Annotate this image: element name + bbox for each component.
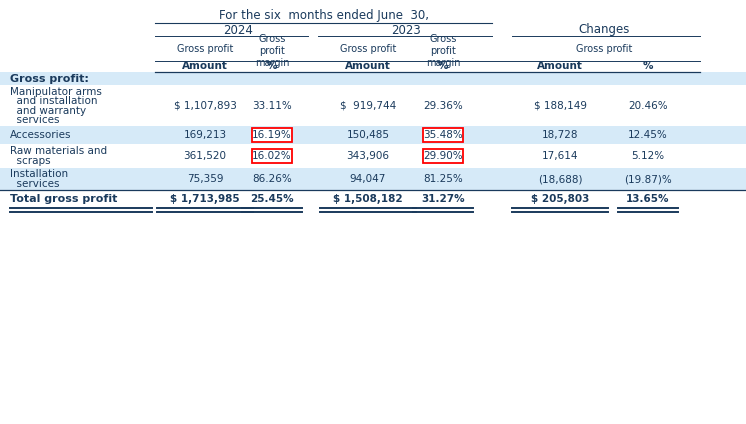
Text: Amount: Amount [182,61,228,71]
Text: (18,688): (18,688) [538,174,582,184]
Text: $ 188,149: $ 188,149 [533,101,586,111]
Bar [0,168,746,190]
Text: 2023: 2023 [391,23,421,36]
Text: Installation: Installation [10,169,68,179]
Text: Manipulator arms: Manipulator arms [10,87,102,97]
Text: 150,485: 150,485 [346,130,389,140]
Text: and warranty: and warranty [10,106,86,116]
Text: Gross
profit
margin: Gross profit margin [426,34,460,67]
Bar [423,149,463,163]
Text: 75,359: 75,359 [186,174,223,184]
Text: (19.87)%: (19.87)% [624,174,672,184]
Text: Amount: Amount [537,61,583,71]
Text: 16.02%: 16.02% [252,151,292,161]
Text: scraps: scraps [10,156,51,166]
Text: 35.48%: 35.48% [423,130,463,140]
Bar [0,72,746,85]
Text: 2024: 2024 [224,23,254,36]
Text: $ 1,508,182: $ 1,508,182 [333,194,403,204]
Text: services: services [10,179,60,189]
Text: and installation: and installation [10,96,98,106]
Text: 29.90%: 29.90% [423,151,463,161]
Text: $  919,744: $ 919,744 [340,101,396,111]
Text: %: % [438,61,448,71]
Bar [252,128,292,142]
Text: 16.19%: 16.19% [252,130,292,140]
Text: 33.11%: 33.11% [252,101,292,111]
Text: For the six  months ended June  30,: For the six months ended June 30, [219,9,429,22]
Bar [0,126,746,144]
Text: 5.12%: 5.12% [631,151,665,161]
Text: Gross profit: Gross profit [340,44,396,54]
Text: 31.27%: 31.27% [421,194,465,204]
Text: 169,213: 169,213 [184,130,227,140]
Text: 343,906: 343,906 [346,151,389,161]
Text: Raw materials and: Raw materials and [10,146,107,156]
Text: 25.45%: 25.45% [250,194,294,204]
Text: Gross
profit
margin: Gross profit margin [254,34,289,67]
Text: $ 1,713,985: $ 1,713,985 [170,194,239,204]
Text: Accessories: Accessories [10,130,72,140]
Text: Changes: Changes [578,23,630,36]
Text: 12.45%: 12.45% [628,130,668,140]
Text: Gross profit: Gross profit [177,44,233,54]
Text: 13.65%: 13.65% [626,194,670,204]
Text: 86.26%: 86.26% [252,174,292,184]
Text: 17,614: 17,614 [542,151,578,161]
Text: 18,728: 18,728 [542,130,578,140]
Text: 361,520: 361,520 [184,151,227,161]
Text: 94,047: 94,047 [350,174,386,184]
Bar [252,149,292,163]
Text: Gross profit:: Gross profit: [10,73,89,84]
Text: $ 205,803: $ 205,803 [531,194,589,204]
Bar [423,128,463,142]
Text: %: % [267,61,278,71]
Text: %: % [643,61,653,71]
Text: $ 1,107,893: $ 1,107,893 [174,101,236,111]
Text: services: services [10,115,60,125]
Text: 29.36%: 29.36% [423,101,463,111]
Text: Amount: Amount [345,61,391,71]
Text: Total gross profit: Total gross profit [10,194,117,204]
Text: 81.25%: 81.25% [423,174,463,184]
Text: 20.46%: 20.46% [628,101,668,111]
Text: Gross profit: Gross profit [576,44,632,54]
